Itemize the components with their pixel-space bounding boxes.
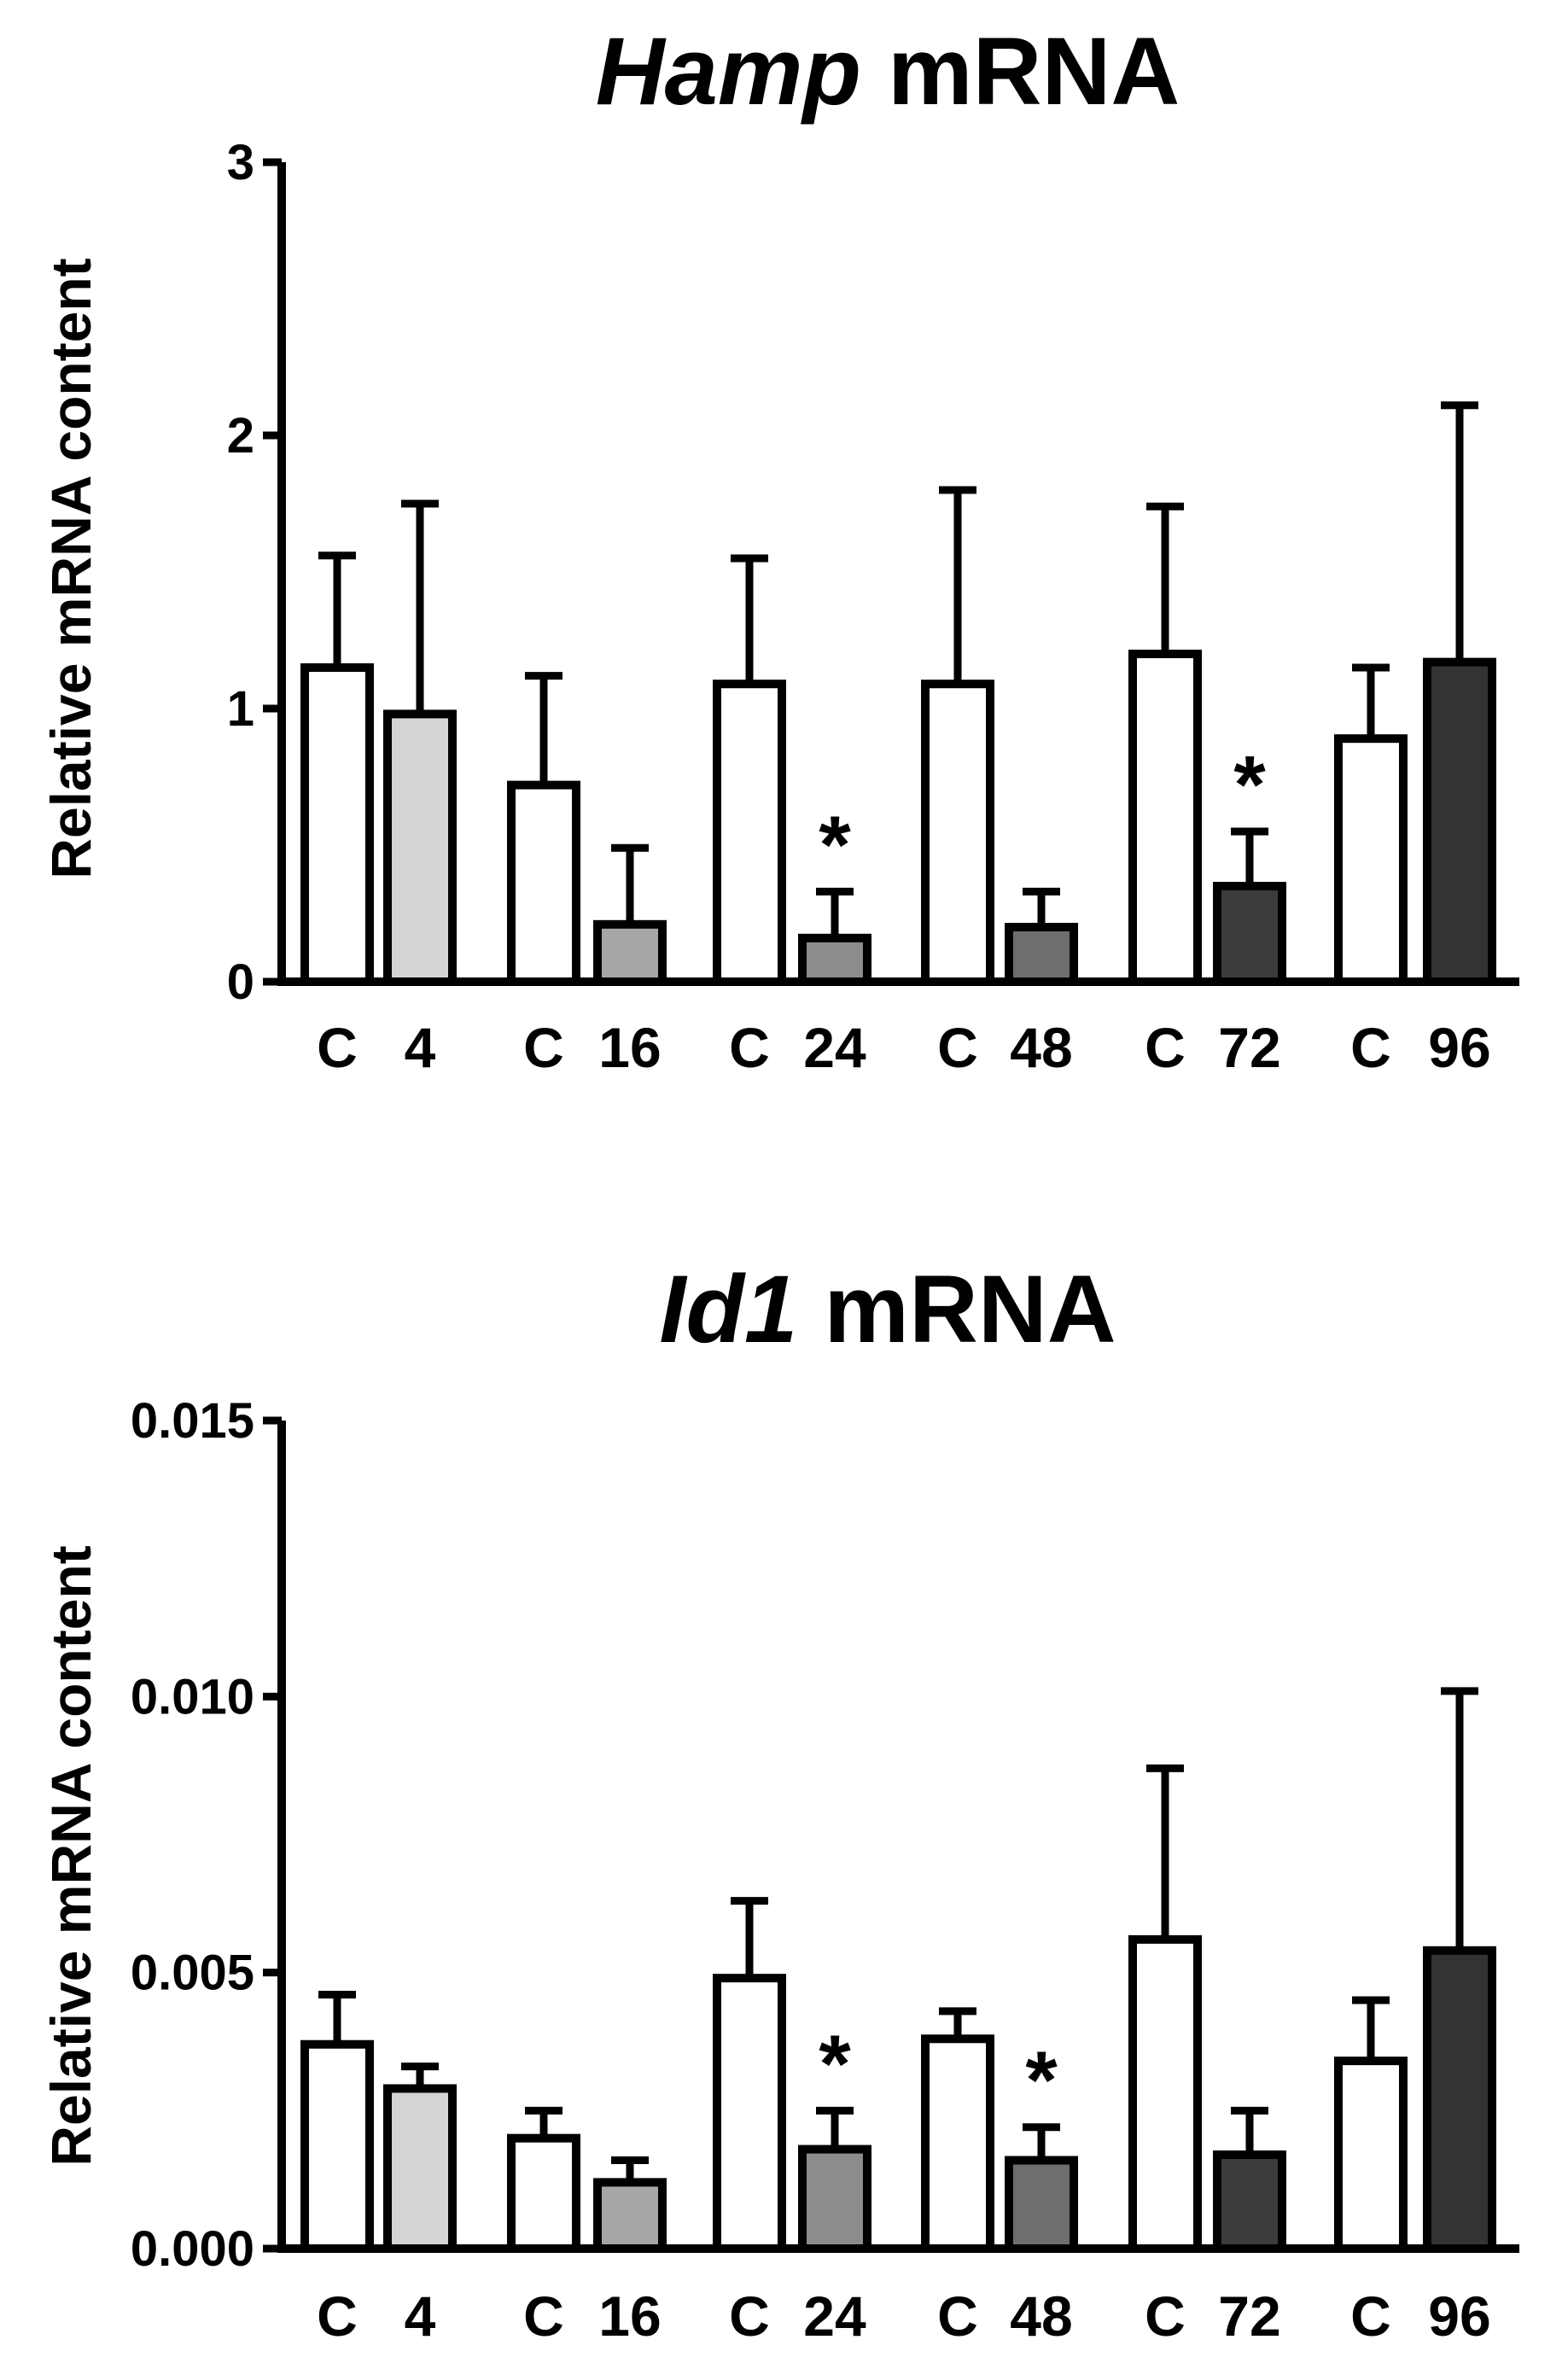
chart-title: Id1 mRNA [659, 1256, 1116, 1362]
chart-title: Hamp mRNA [596, 18, 1180, 125]
bar-control [921, 2034, 994, 2253]
category-label: 4 [405, 2284, 436, 2348]
bar-24h [798, 2144, 871, 2253]
bar-control [1128, 650, 1202, 986]
bar-control [1334, 2057, 1408, 2253]
category-label: C [317, 1016, 358, 1079]
bar-48h [1005, 2156, 1078, 2253]
category-label: C [729, 1016, 770, 1079]
y-tick-label: 1 [227, 681, 254, 737]
bar-72h [1213, 2150, 1286, 2253]
category-label: C [1145, 1016, 1186, 1079]
category-label: C [729, 2284, 770, 2348]
category-label: C [937, 1016, 978, 1079]
bar-48h [1005, 923, 1078, 986]
category-label: 4 [405, 1016, 436, 1079]
y-axis-label: Relative mRNA content [39, 1545, 102, 2166]
category-label: 24 [803, 2284, 866, 2348]
bar-control [300, 663, 374, 986]
category-label: C [317, 2284, 358, 2348]
bar-96h [1423, 657, 1496, 986]
chart-title-gene: Hamp [596, 18, 861, 125]
chart-title-suffix: mRNA [797, 1256, 1116, 1362]
significance-asterisk: * [819, 2018, 851, 2109]
category-label: C [523, 2284, 564, 2348]
significance-asterisk: * [1233, 739, 1266, 831]
y-tick-label: 0.000 [131, 2221, 254, 2277]
category-label: 96 [1428, 2284, 1490, 2348]
category-label: C [937, 2284, 978, 2348]
category-label: C [1350, 2284, 1391, 2348]
category-label: 48 [1010, 1016, 1072, 1079]
category-label: 48 [1010, 2284, 1072, 2348]
y-tick-label: 0.015 [131, 1393, 254, 1449]
category-label: C [1145, 2284, 1186, 2348]
category-label: 72 [1218, 1016, 1280, 1079]
category-label: 16 [598, 1016, 661, 1079]
bar-control [713, 1974, 786, 2254]
bar-control [507, 2133, 580, 2253]
bar-16h [593, 2178, 667, 2254]
chart-title-gene: Id1 [659, 1256, 797, 1362]
y-tick-label: 0 [227, 954, 254, 1010]
category-label: 72 [1218, 2284, 1280, 2348]
category-label: 16 [598, 2284, 661, 2348]
y-tick-label: 0.010 [131, 1669, 254, 1724]
y-tick-label: 2 [227, 408, 254, 464]
bar-control [507, 780, 580, 986]
bar-control [921, 680, 994, 986]
bar-24h [798, 933, 871, 987]
y-tick-label: 0.005 [131, 1946, 254, 2001]
category-label: C [523, 1016, 564, 1079]
y-axis-label: Relative mRNA content [39, 258, 102, 878]
bar-control [1128, 1934, 1202, 2253]
bar-control [300, 2039, 374, 2253]
category-label: C [1350, 1016, 1391, 1079]
significance-asterisk: * [1025, 2035, 1058, 2127]
bar-control [1334, 734, 1408, 986]
significance-asterisk: * [819, 799, 851, 890]
bar-4h [383, 709, 457, 987]
bar-96h [1423, 1946, 1496, 2253]
chart-title-suffix: mRNA [861, 18, 1180, 125]
bar-control [713, 680, 786, 986]
bar-16h [593, 919, 667, 987]
category-label: 24 [803, 1016, 866, 1079]
category-label: 96 [1428, 1016, 1490, 1079]
id1-chart-panel: Id1 mRNA Relative mRNA content 0.000 0.00… [0, 1182, 1568, 2363]
id1-mrna-chart: Id1 mRNA Relative mRNA content 0.000 0.00… [39, 1256, 1519, 2348]
bar-72h [1213, 882, 1286, 986]
y-tick-label: 3 [227, 135, 254, 190]
bar-4h [383, 2084, 457, 2254]
